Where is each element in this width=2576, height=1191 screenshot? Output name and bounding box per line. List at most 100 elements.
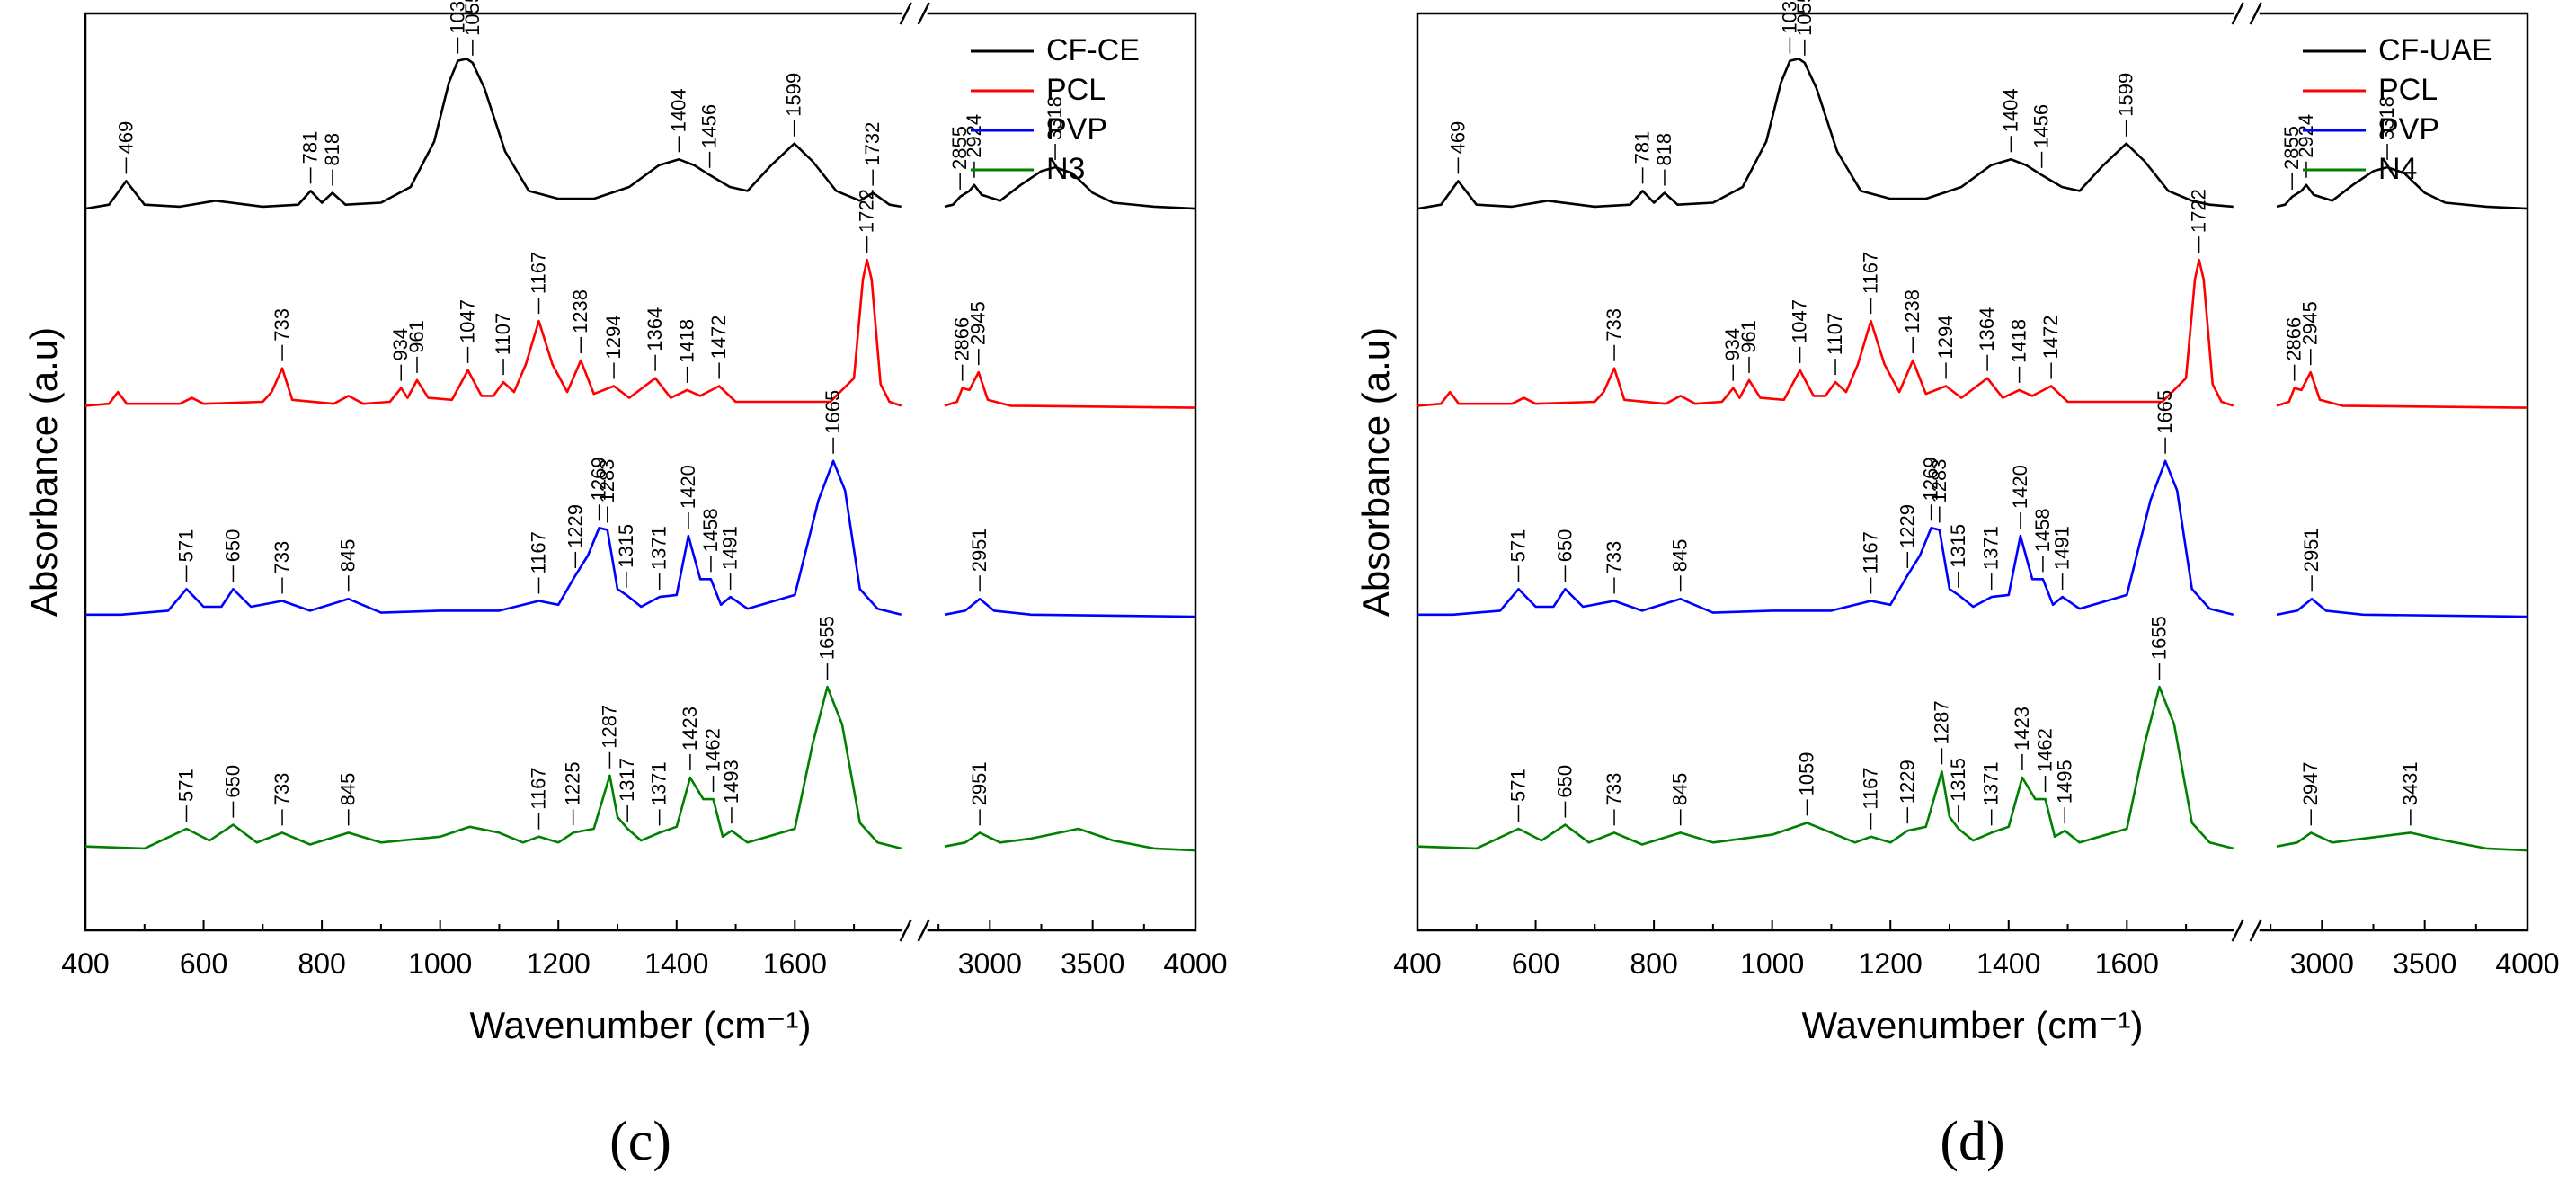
- spectrum-line-low-range: [1417, 459, 2234, 617]
- panel-label: (d): [1940, 1111, 2004, 1172]
- legend-entry: N3: [1046, 152, 1085, 186]
- x-tick-label: 4000: [2495, 947, 2559, 980]
- spectrum-line-high-range: [2276, 370, 2528, 409]
- peak-label: 2866: [951, 317, 973, 361]
- x-tick-label: 3500: [1061, 947, 1124, 980]
- x-tick-label: 1000: [1740, 947, 1804, 980]
- peak-label: 1458: [699, 508, 722, 552]
- peak-label: 1229: [564, 504, 586, 548]
- spectrum-line-low-range: [84, 58, 902, 210]
- peak-label: 1287: [1930, 700, 1952, 744]
- peak-label: 1371: [1980, 761, 2003, 805]
- spectrum-line-low-range: [1417, 685, 2234, 850]
- peak-label: 733: [271, 541, 293, 574]
- peak-label: 571: [1506, 769, 1529, 802]
- spectrum-line-high-range: [944, 827, 1196, 852]
- peak-label: 469: [114, 121, 137, 155]
- peak-label: 469: [1446, 121, 1469, 155]
- peak-label: 1047: [457, 299, 479, 343]
- series-n4: 571 650 733 845 1059 1167 1229 1287 1315 1371 1423…: [1417, 616, 2528, 852]
- peak-label: 1418: [676, 319, 698, 363]
- peak-label: 1283: [1928, 459, 1950, 503]
- peak-label: 1456: [698, 104, 721, 148]
- peak-label: 1665: [2154, 390, 2176, 434]
- peak-label: 1404: [1999, 88, 2021, 132]
- peak-label: 2951: [968, 528, 990, 572]
- peak-label: 845: [337, 539, 360, 573]
- peak-label: 2951: [2300, 528, 2323, 572]
- peak-label: 1423: [679, 707, 701, 751]
- plot-frame: [1416, 12, 2529, 932]
- peak-label: 1055: [461, 0, 484, 36]
- spectrum-line-high-range: [944, 597, 1196, 618]
- x-tick-label: 400: [1393, 947, 1441, 980]
- x-tick-label: 400: [61, 947, 109, 980]
- peak-label: 1229: [1896, 504, 1918, 548]
- legend-entry: N4: [2378, 152, 2417, 186]
- peak-label: 1315: [1947, 758, 1969, 802]
- peak-label: 1269: [1920, 457, 1942, 501]
- peak-label: 1371: [648, 526, 671, 570]
- peak-label: 781: [1631, 131, 1654, 164]
- peak-label: 845: [1669, 539, 1692, 573]
- chart-panel-c: 400 600 800 1000 1200 1400 1600 3000 3500 4000 Wav…: [22, 0, 1228, 1172]
- spectrum-line-low-range: [1417, 258, 2234, 407]
- peak-label: 1655: [2148, 616, 2171, 660]
- peak-label: 2947: [2299, 761, 2322, 805]
- peak-label: 1294: [602, 316, 625, 360]
- x-tick-label: 600: [1512, 947, 1559, 980]
- peak-label: 1371: [648, 761, 671, 805]
- peak-label: 3431: [2399, 761, 2421, 805]
- peak-label: 1030: [1778, 0, 1800, 34]
- peak-label: 1047: [1789, 299, 1811, 343]
- peak-label: 733: [1603, 773, 1625, 806]
- x-axis-label: Wavenumber (cm⁻¹): [1802, 1004, 2144, 1046]
- spectrum-line-low-range: [85, 459, 902, 617]
- x-tick-label: 800: [298, 947, 345, 980]
- peak-label: 845: [337, 773, 360, 806]
- peak-label: 733: [1603, 541, 1625, 574]
- peak-label: 1167: [1860, 531, 1882, 573]
- chart-panel-d: 400 600 800 1000 1200 1400 1600 3000 3500 4000 Wav…: [1355, 0, 2560, 1172]
- peak-label: 2855: [948, 126, 971, 170]
- peak-label: 961: [1737, 320, 1760, 353]
- peak-label: 1493: [720, 760, 742, 804]
- x-tick-label: 3000: [958, 947, 1022, 980]
- peak-label: 1732: [861, 122, 884, 166]
- peak-label: 1418: [2008, 319, 2030, 363]
- peak-label: 2866: [2283, 317, 2305, 361]
- peak-label: 1167: [1860, 252, 1882, 294]
- peak-label: 1238: [1901, 289, 1923, 333]
- peak-label: 2945: [2299, 301, 2322, 345]
- x-tick-label: 1200: [1859, 947, 1923, 980]
- legend-entry: PVP: [1046, 112, 1107, 147]
- peak-label: 1420: [677, 465, 699, 509]
- axis-break-mark: [899, 919, 912, 942]
- axis-break-mark: [2249, 2, 2262, 25]
- x-tick-label: 1600: [2095, 947, 2159, 980]
- peak-label: 934: [1721, 328, 1744, 361]
- peak-label: 650: [1553, 765, 1576, 798]
- peak-label: 1462: [2034, 728, 2056, 772]
- peak-label: 845: [1669, 773, 1692, 806]
- peak-label: 1107: [1824, 313, 1846, 355]
- peak-label: 1315: [1947, 524, 1969, 568]
- peak-label: 1167: [1860, 767, 1882, 809]
- peak-label: 1229: [1896, 760, 1918, 804]
- peak-label: 571: [174, 529, 197, 563]
- peak-label: 1059: [1795, 751, 1817, 795]
- plot-frame: [84, 12, 1197, 932]
- x-tick-label: 600: [180, 947, 227, 980]
- peak-label: 1317: [616, 758, 638, 802]
- peak-label: 733: [271, 308, 293, 342]
- peak-label: 1364: [644, 307, 666, 351]
- peak-label: 1167: [528, 767, 550, 809]
- x-tick-label: 1200: [527, 947, 591, 980]
- spectrum-line-high-range: [2276, 597, 2528, 618]
- peak-label: 1167: [528, 252, 550, 294]
- peak-label: 1269: [588, 457, 610, 501]
